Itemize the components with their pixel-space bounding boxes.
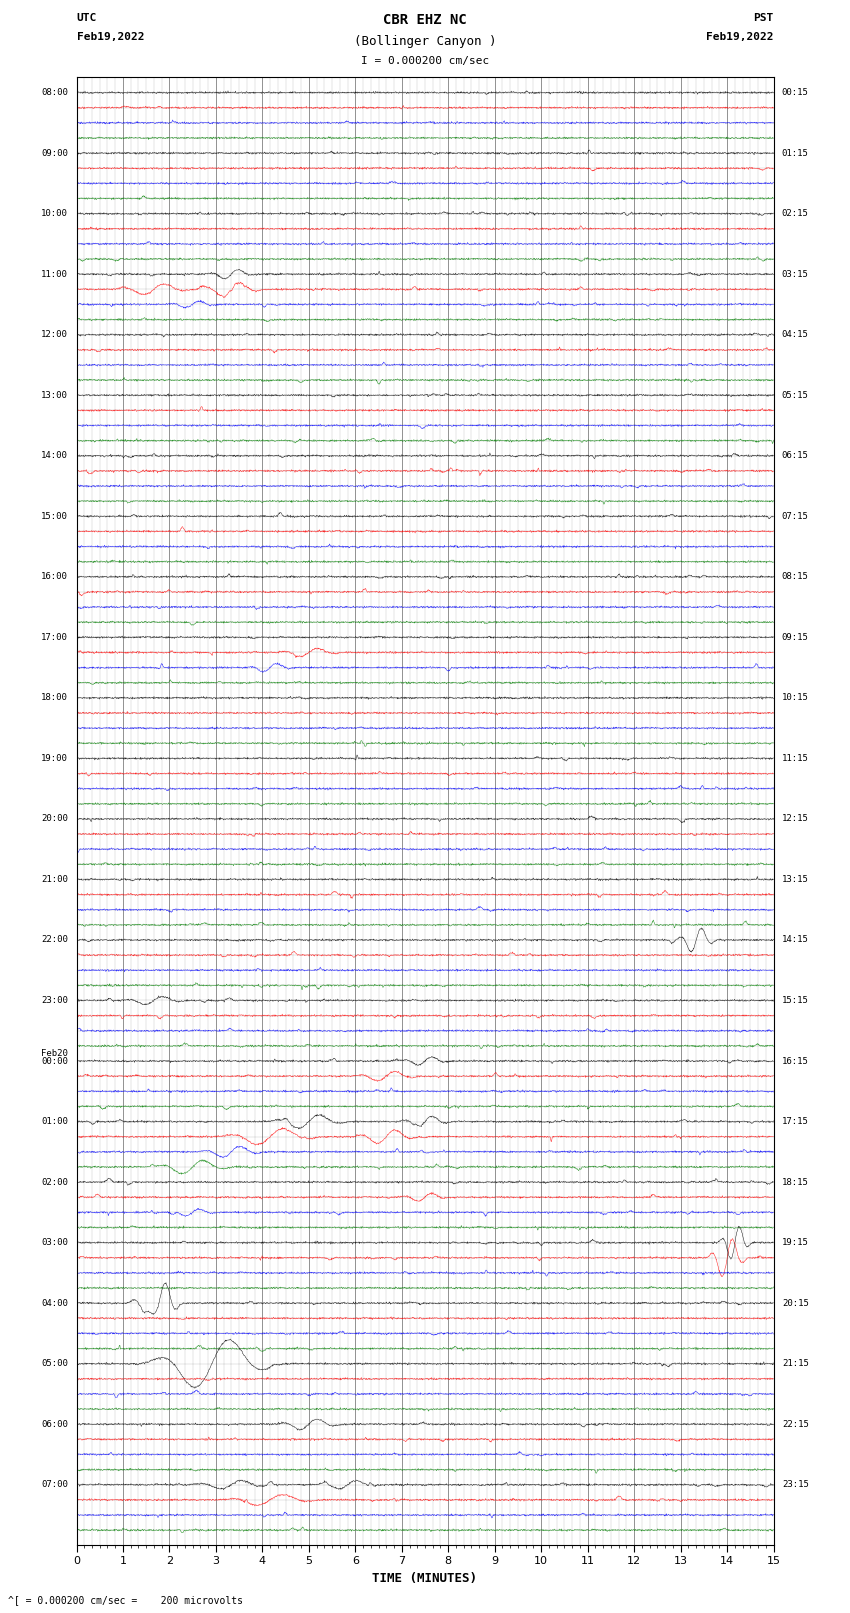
Text: 01:15: 01:15: [782, 148, 808, 158]
Text: 11:15: 11:15: [782, 753, 808, 763]
Text: 13:15: 13:15: [782, 874, 808, 884]
Text: 12:00: 12:00: [42, 331, 68, 339]
Text: Feb19,2022: Feb19,2022: [706, 32, 774, 42]
Text: Feb20: Feb20: [42, 1048, 68, 1058]
Text: 06:15: 06:15: [782, 452, 808, 460]
Text: 21:00: 21:00: [42, 874, 68, 884]
Text: ^[ = 0.000200 cm/sec =    200 microvolts: ^[ = 0.000200 cm/sec = 200 microvolts: [8, 1595, 243, 1605]
Text: 09:15: 09:15: [782, 632, 808, 642]
Text: 21:15: 21:15: [782, 1360, 808, 1368]
Text: 02:15: 02:15: [782, 210, 808, 218]
Text: 11:00: 11:00: [42, 269, 68, 279]
Text: 18:00: 18:00: [42, 694, 68, 702]
Text: 17:15: 17:15: [782, 1118, 808, 1126]
Text: 03:15: 03:15: [782, 269, 808, 279]
Text: CBR EHZ NC: CBR EHZ NC: [383, 13, 467, 27]
Text: 09:00: 09:00: [42, 148, 68, 158]
Text: 17:00: 17:00: [42, 632, 68, 642]
X-axis label: TIME (MINUTES): TIME (MINUTES): [372, 1573, 478, 1586]
Text: PST: PST: [753, 13, 774, 23]
Text: 00:15: 00:15: [782, 89, 808, 97]
Text: 20:15: 20:15: [782, 1298, 808, 1308]
Text: 12:15: 12:15: [782, 815, 808, 823]
Text: 13:00: 13:00: [42, 390, 68, 400]
Text: 23:15: 23:15: [782, 1481, 808, 1489]
Text: I = 0.000200 cm/sec: I = 0.000200 cm/sec: [361, 56, 489, 66]
Text: 08:15: 08:15: [782, 573, 808, 581]
Text: 23:00: 23:00: [42, 995, 68, 1005]
Text: 15:15: 15:15: [782, 995, 808, 1005]
Text: 03:00: 03:00: [42, 1239, 68, 1247]
Text: 15:00: 15:00: [42, 511, 68, 521]
Text: 02:00: 02:00: [42, 1177, 68, 1187]
Text: 22:15: 22:15: [782, 1419, 808, 1429]
Text: 01:00: 01:00: [42, 1118, 68, 1126]
Text: 08:00: 08:00: [42, 89, 68, 97]
Text: 05:15: 05:15: [782, 390, 808, 400]
Text: 20:00: 20:00: [42, 815, 68, 823]
Text: 10:15: 10:15: [782, 694, 808, 702]
Text: 22:00: 22:00: [42, 936, 68, 945]
Text: Feb19,2022: Feb19,2022: [76, 32, 144, 42]
Text: 16:15: 16:15: [782, 1057, 808, 1066]
Text: 16:00: 16:00: [42, 573, 68, 581]
Text: 14:00: 14:00: [42, 452, 68, 460]
Text: 07:15: 07:15: [782, 511, 808, 521]
Text: 05:00: 05:00: [42, 1360, 68, 1368]
Text: 07:00: 07:00: [42, 1481, 68, 1489]
Text: 18:15: 18:15: [782, 1177, 808, 1187]
Text: 04:15: 04:15: [782, 331, 808, 339]
Text: 19:00: 19:00: [42, 753, 68, 763]
Text: 10:00: 10:00: [42, 210, 68, 218]
Text: (Bollinger Canyon ): (Bollinger Canyon ): [354, 35, 496, 48]
Text: 14:15: 14:15: [782, 936, 808, 945]
Text: UTC: UTC: [76, 13, 97, 23]
Text: 06:00: 06:00: [42, 1419, 68, 1429]
Text: 19:15: 19:15: [782, 1239, 808, 1247]
Text: 04:00: 04:00: [42, 1298, 68, 1308]
Text: 00:00: 00:00: [42, 1057, 68, 1066]
